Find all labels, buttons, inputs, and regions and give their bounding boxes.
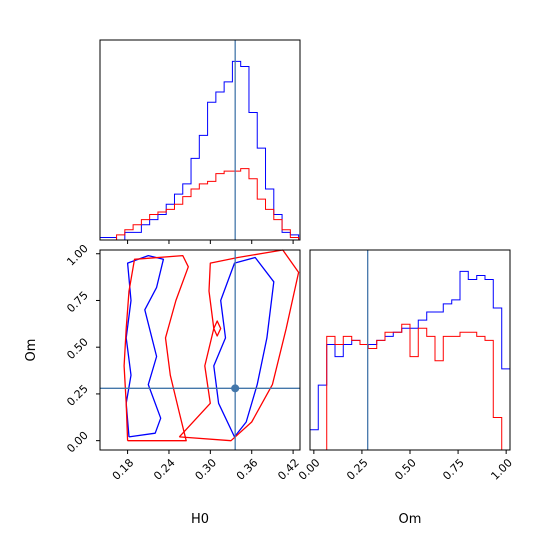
x-axis-label: Om [399,512,422,527]
contour-0-0 [125,254,165,438]
histogram-panel-3 [309,249,511,451]
axes-frame [99,249,301,451]
y-axis-label: Om [24,339,39,362]
contour-1-1 [178,249,300,442]
y-tick-label: 0.25 [64,382,91,409]
y-tick-label: 0.75 [64,289,91,316]
x-tick-label: 1.00 [488,456,515,483]
contour-panel [99,249,301,451]
truth-marker [231,384,240,393]
x-tick-label: 0.24 [151,456,178,483]
y-tick-label: 0.50 [64,335,91,362]
histogram-series-1 [100,168,300,241]
histogram-series-1 [310,323,510,451]
x-tick-label: 0.00 [296,456,323,483]
x-tick-label: 0.75 [440,456,467,483]
contour-1-2 [213,320,222,337]
histogram-series-0 [309,270,511,450]
x-tick-label: 0.25 [344,456,371,483]
y-tick-label: 0.00 [64,429,91,456]
y-tick-label: 1.00 [64,242,91,269]
x-tick-label: 0.50 [392,456,419,483]
x-tick-label: 0.36 [234,456,261,483]
contour-0-1 [213,256,275,438]
x-tick-label: 0.30 [193,456,220,483]
histogram-series-0 [99,60,300,241]
histogram-panel-1 [99,39,301,241]
x-axis-label: H0 [191,512,209,527]
contour-1-0 [123,254,189,442]
x-tick-label: 0.42 [275,456,302,483]
x-tick-label: 0.18 [110,456,137,483]
axes-frame [99,39,301,241]
